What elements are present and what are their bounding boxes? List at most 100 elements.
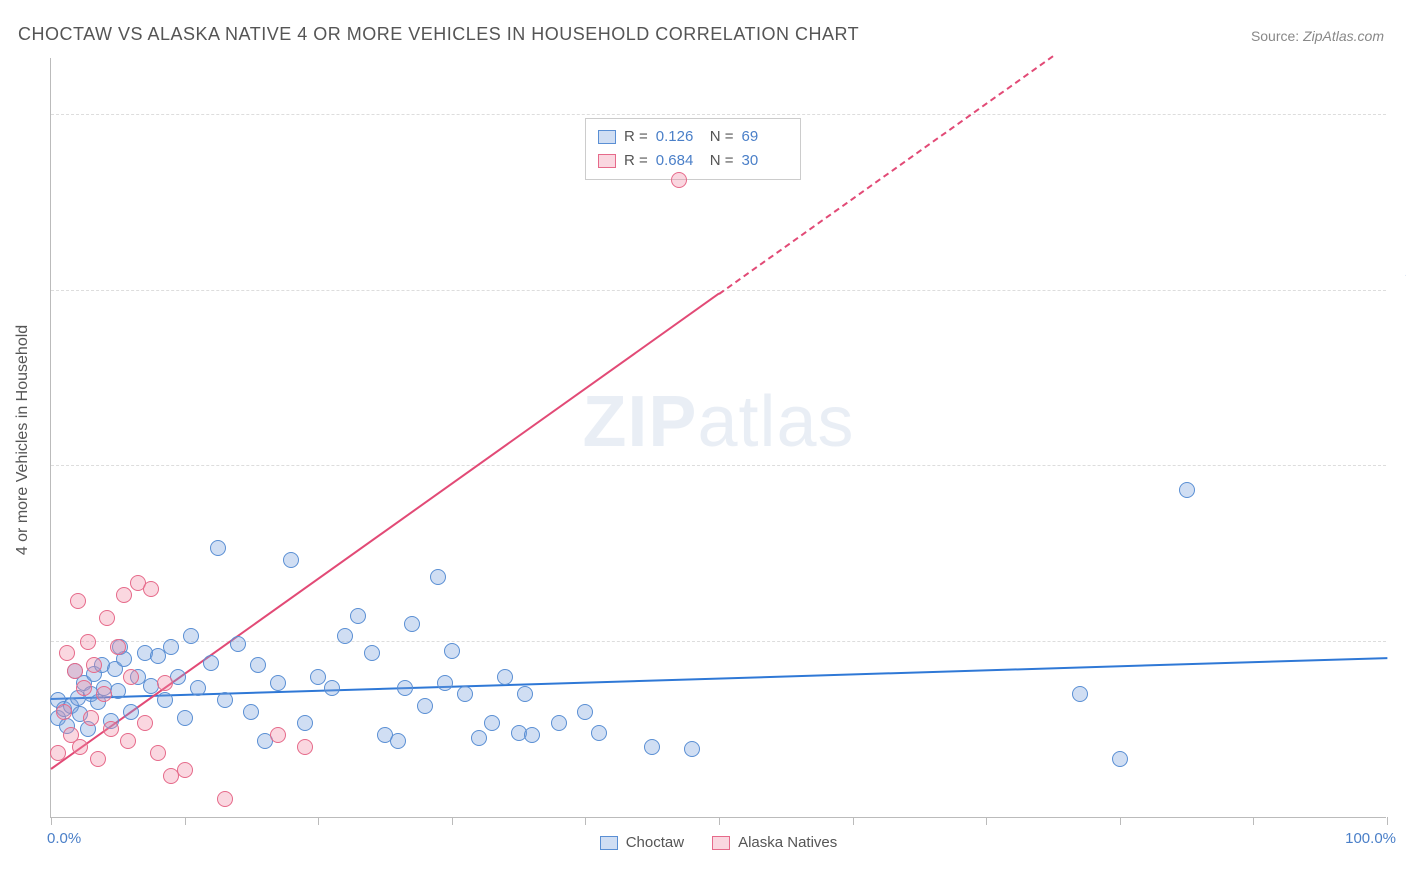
y-tick-label: 30.0% (1392, 441, 1406, 458)
y-tick-label: 60.0% (1392, 90, 1406, 107)
n-value: 69 (742, 125, 788, 149)
data-point (157, 692, 173, 708)
data-point (83, 710, 99, 726)
data-point (110, 683, 126, 699)
data-point (577, 704, 593, 720)
data-point (243, 704, 259, 720)
data-point (444, 643, 460, 659)
data-point (103, 721, 119, 737)
data-point (50, 745, 66, 761)
x-tick (1387, 817, 1388, 825)
legend-swatch (712, 836, 730, 850)
data-point (310, 669, 326, 685)
data-point (1072, 686, 1088, 702)
x-tick (452, 817, 453, 825)
data-point (230, 636, 246, 652)
data-point (99, 610, 115, 626)
source-value: ZipAtlas.com (1303, 28, 1384, 44)
data-point (86, 657, 102, 673)
data-point (217, 692, 233, 708)
source-attribution: Source: ZipAtlas.com (1251, 28, 1384, 44)
data-point (157, 675, 173, 691)
legend-swatch (598, 130, 616, 144)
stats-legend: R = 0.126 N = 69 R = 0.684 N = 30 (585, 118, 801, 180)
data-point (59, 645, 75, 661)
data-point (364, 645, 380, 661)
stats-legend-row: R = 0.126 N = 69 (598, 125, 788, 149)
series-legend: Choctaw Alaska Natives (51, 834, 1386, 851)
n-label: N = (710, 125, 734, 149)
data-point (177, 710, 193, 726)
r-label: R = (624, 149, 648, 173)
scatter-plot-area: ZIPatlas 0.0% 100.0% R =0.126N =69R =0.6… (50, 58, 1386, 818)
chart-title: CHOCTAW VS ALASKA NATIVE 4 OR MORE VEHIC… (18, 24, 859, 45)
data-point (56, 704, 72, 720)
watermark-atlas: atlas (697, 382, 854, 462)
x-tick (585, 817, 586, 825)
watermark-zip: ZIP (582, 382, 697, 462)
gridline (51, 641, 1386, 642)
x-tick (1120, 817, 1121, 825)
n-label: N = (710, 149, 734, 173)
data-point (137, 715, 153, 731)
data-point (120, 733, 136, 749)
data-point (350, 608, 366, 624)
legend-swatch (598, 154, 616, 168)
data-point (324, 680, 340, 696)
data-point (551, 715, 567, 731)
data-point (471, 730, 487, 746)
data-point (90, 751, 106, 767)
data-point (417, 698, 433, 714)
data-point (297, 715, 313, 731)
data-point (297, 739, 313, 755)
data-point (80, 634, 96, 650)
data-point (150, 745, 166, 761)
data-point (190, 680, 206, 696)
data-point (76, 680, 92, 696)
data-point (397, 680, 413, 696)
x-tick (185, 817, 186, 825)
stats-legend-row: R = 0.684 N = 30 (598, 149, 788, 173)
n-value: 30 (742, 149, 788, 173)
data-point (217, 791, 233, 807)
data-point (96, 686, 112, 702)
data-point (67, 663, 83, 679)
data-point (70, 593, 86, 609)
legend-label: Choctaw (626, 834, 684, 851)
data-point (437, 675, 453, 691)
data-point (203, 655, 219, 671)
data-point (250, 657, 266, 673)
data-point (497, 669, 513, 685)
legend-item: Choctaw (600, 834, 684, 851)
data-point (430, 569, 446, 585)
r-value: 0.684 (656, 149, 702, 173)
data-point (644, 739, 660, 755)
legend-item: Alaska Natives (712, 834, 837, 851)
data-point (270, 675, 286, 691)
x-tick (719, 817, 720, 825)
watermark: ZIPatlas (582, 381, 854, 463)
legend-swatch (600, 836, 618, 850)
y-tick-label: 45.0% (1392, 265, 1406, 282)
x-tick (986, 817, 987, 825)
data-point (671, 172, 687, 188)
data-point (177, 762, 193, 778)
data-point (524, 727, 540, 743)
data-point (684, 741, 700, 757)
data-point (591, 725, 607, 741)
data-point (123, 669, 139, 685)
data-point (163, 639, 179, 655)
data-point (404, 616, 420, 632)
r-label: R = (624, 125, 648, 149)
data-point (72, 739, 88, 755)
r-value: 0.126 (656, 125, 702, 149)
data-point (283, 552, 299, 568)
source-label: Source: (1251, 28, 1299, 44)
x-tick (51, 817, 52, 825)
data-point (1179, 482, 1195, 498)
data-point (116, 587, 132, 603)
data-point (143, 581, 159, 597)
data-point (1112, 751, 1128, 767)
data-point (270, 727, 286, 743)
x-tick (318, 817, 319, 825)
